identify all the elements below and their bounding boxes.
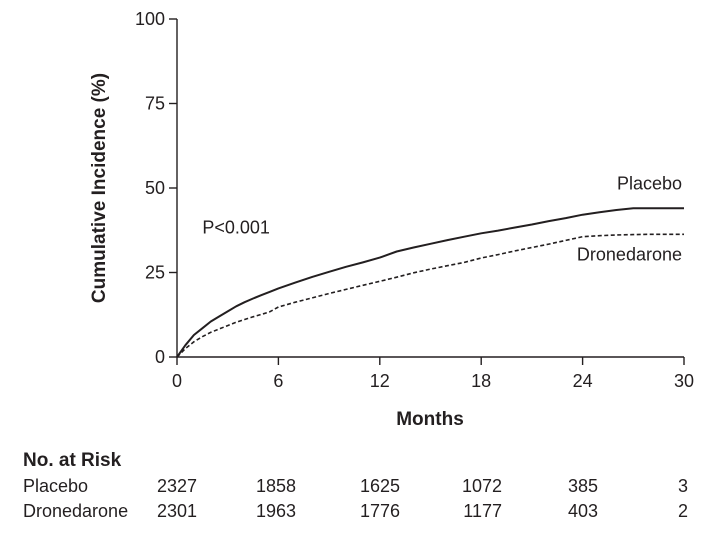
risk-row-label: Dronedarone	[23, 501, 128, 521]
risk-cell: 2	[678, 501, 688, 521]
risk-cell: 1776	[360, 501, 400, 521]
series-line-placebo	[176, 207, 684, 358]
risk-cell: 1177	[463, 501, 502, 521]
x-tick-label: 24	[573, 371, 593, 391]
y-tick-label: 75	[145, 94, 165, 114]
risk-cell: 1858	[256, 476, 296, 496]
risk-cell: 403	[568, 501, 598, 521]
series-layer	[176, 207, 684, 358]
series-line-dronedarone	[176, 233, 684, 358]
risk-cell: 1963	[256, 501, 296, 521]
x-tick-label: 12	[370, 371, 390, 391]
y-axis-title: Cumulative Incidence (%)	[89, 73, 110, 303]
risk-cell: 2327	[157, 476, 197, 496]
risk-cell: 1072	[462, 476, 502, 496]
x-tick-label: 6	[273, 371, 283, 391]
series-label-dronedarone: Dronedarone	[577, 245, 682, 265]
risk-table: No. at Risk Placebo 2327 1858 1625 1072 385 3 D…	[23, 450, 688, 521]
risk-cell: 2301	[157, 501, 197, 521]
series-label-placebo: Placebo	[617, 174, 682, 194]
y-tick-label: 0	[155, 347, 165, 367]
x-tick-label: 0	[172, 371, 182, 391]
x-tick-label: 30	[674, 371, 694, 391]
x-tick-label: 18	[471, 371, 491, 391]
axes: 0 25 50 75 100 0 6 12 18 24 30	[135, 9, 694, 391]
p-value-annotation: P<0.001	[202, 218, 270, 238]
y-tick-label: 50	[145, 178, 165, 198]
y-tick-label: 25	[145, 263, 165, 283]
y-tick-label: 100	[135, 9, 165, 29]
x-axis-title: Months	[396, 409, 464, 430]
risk-row-label: Placebo	[23, 476, 88, 496]
labels-layer: Placebo Dronedarone P<0.001	[202, 174, 682, 265]
risk-cell: 1625	[360, 476, 400, 496]
risk-cell: 3	[678, 476, 688, 496]
risk-cell: 385	[568, 476, 598, 496]
risk-table-title: No. at Risk	[23, 450, 122, 471]
